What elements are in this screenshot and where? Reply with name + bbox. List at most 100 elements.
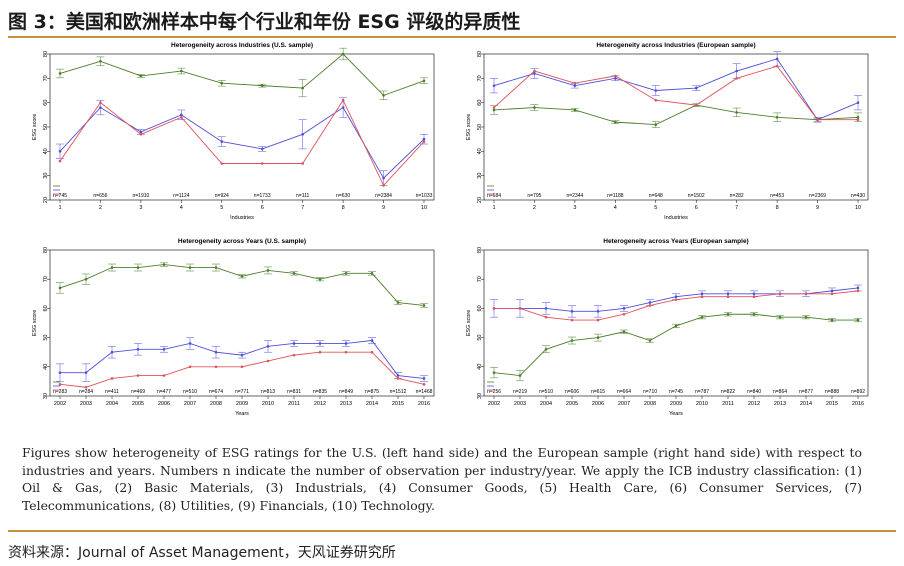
figure-title: 图 3：美国和欧洲样本中每个行业和年份 ESG 评级的异质性 <box>8 11 521 33</box>
x-tick-label: 2 <box>99 205 102 211</box>
blue-point <box>214 350 218 354</box>
n-label: n=831 <box>287 389 301 395</box>
blue-point <box>260 147 264 151</box>
n-label: n=877 <box>799 389 813 395</box>
y-tick-label: 70 <box>477 75 483 81</box>
n-label: n=813 <box>261 389 275 395</box>
n-label: n=606 <box>565 389 579 395</box>
n-label: n=1188 <box>607 193 624 199</box>
blue-series-line <box>59 106 425 179</box>
green-point <box>830 318 834 322</box>
chart-title: Heterogeneity across Years (European sam… <box>603 238 748 245</box>
n-label: n=787 <box>695 389 709 395</box>
red-point <box>58 383 62 386</box>
x-tick-label: 2011 <box>288 401 300 407</box>
plot-frame <box>483 249 869 397</box>
x-tick-label: 6 <box>261 205 264 211</box>
green-point <box>266 269 270 272</box>
n-label: n=256 <box>487 389 501 395</box>
red-point <box>518 307 522 310</box>
x-axis-label: Years <box>235 411 249 417</box>
green-point <box>422 304 426 307</box>
red-point <box>700 295 704 299</box>
red-series-line <box>493 65 858 121</box>
green-point <box>735 111 738 114</box>
x-tick-label: 2006 <box>158 401 170 407</box>
x-tick-label: 5 <box>220 205 223 211</box>
blue-point <box>648 301 652 304</box>
n-label: n=656 <box>93 193 107 199</box>
n-label: n=219 <box>513 389 527 395</box>
n-label: n=510 <box>539 389 553 395</box>
green-point <box>492 108 496 112</box>
blue-point <box>856 101 860 104</box>
green-point <box>533 106 536 109</box>
red-point <box>84 385 88 389</box>
red-point <box>266 359 270 363</box>
red-point <box>544 315 548 319</box>
source-note: 资料来源：Journal of Asset Management，天风证券研究所 <box>8 545 396 561</box>
n-label: n=888 <box>825 389 839 395</box>
red-point <box>492 106 496 109</box>
x-tick-label: 3 <box>573 205 576 211</box>
red-point <box>830 292 834 296</box>
n-label: n=282 <box>730 193 744 199</box>
x-tick-label: 2009 <box>670 401 682 407</box>
x-tick-label: 2015 <box>392 401 404 407</box>
y-tick-label: 20 <box>43 197 49 203</box>
green-point <box>700 315 704 319</box>
green-point <box>180 69 183 73</box>
x-tick-label: 2011 <box>722 401 734 407</box>
n-label: n=2344 <box>566 193 583 199</box>
y-tick-label: 80 <box>43 51 49 57</box>
n-label: n=2369 <box>809 193 826 199</box>
n-label: n=674 <box>209 389 223 395</box>
x-tick-label: 3 <box>139 205 142 211</box>
green-point <box>648 339 652 342</box>
blue-point <box>856 286 860 290</box>
y-tick-label: 80 <box>477 51 483 57</box>
blue-point <box>220 140 224 143</box>
n-label: n=771 <box>235 389 249 395</box>
x-tick-label: 2013 <box>340 401 352 407</box>
green-point <box>162 263 166 266</box>
x-tick-label: 2008 <box>644 401 656 407</box>
blue-point <box>573 84 577 87</box>
n-label: n=849 <box>339 389 353 395</box>
green-point <box>804 315 808 319</box>
blue-point <box>492 84 496 87</box>
x-tick-label: 9 <box>382 205 385 211</box>
green-point <box>214 266 218 269</box>
green-point <box>654 123 658 126</box>
y-tick-label: 80 <box>43 247 49 253</box>
chart-years-eu: Heterogeneity across Years (European sam… <box>456 234 876 424</box>
blue-point <box>110 350 114 354</box>
blue-series-line <box>493 58 859 121</box>
green-point <box>775 115 779 119</box>
green-point <box>58 72 62 75</box>
x-axis-label: Years <box>669 411 683 417</box>
figure-caption: Figures show heterogeneity of ESG rating… <box>22 445 862 513</box>
n-label: n=745 <box>669 389 683 395</box>
green-point <box>422 79 426 83</box>
blue-point <box>344 342 348 345</box>
n-label: n=1033 <box>416 193 433 199</box>
green-point <box>396 301 400 304</box>
blue-point <box>614 77 617 80</box>
red-point <box>614 74 617 78</box>
y-tick-label: 30 <box>43 173 49 179</box>
y-tick-label: 70 <box>43 276 49 282</box>
y-tick-label: 30 <box>477 173 483 179</box>
green-point <box>99 60 102 63</box>
blue-point <box>240 353 244 357</box>
red-point <box>775 64 779 68</box>
green-point <box>856 115 860 119</box>
chart-industries-us: Heterogeneity across Industries (U.S. sa… <box>22 38 442 228</box>
blue-point <box>533 72 536 75</box>
red-point <box>301 162 304 165</box>
green-point <box>188 266 192 269</box>
n-label: n=1512 <box>390 389 407 395</box>
plot-frame <box>49 249 435 397</box>
x-tick-label: 1 <box>58 205 61 211</box>
blue-point <box>700 292 704 296</box>
